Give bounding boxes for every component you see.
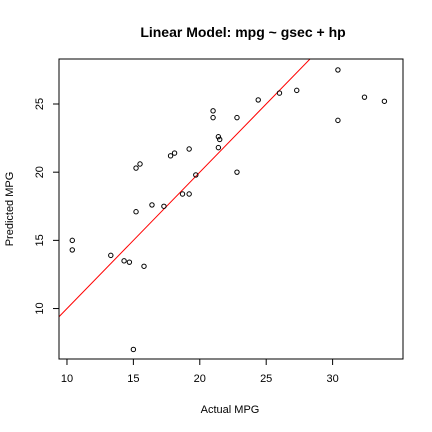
fit-line-layer (59, 59, 311, 318)
x-tick-label: 15 (127, 373, 139, 385)
data-point (126, 259, 133, 265)
data-point (234, 114, 240, 121)
y-axis: 10 15 20 25 (34, 98, 60, 315)
data-point (186, 191, 192, 197)
y-tick-label: 25 (34, 98, 46, 110)
data-point (193, 172, 199, 178)
data-point (234, 169, 240, 175)
data-point (69, 247, 75, 253)
x-axis: 10 15 20 25 30 (61, 358, 339, 385)
data-point (335, 117, 341, 124)
x-tick-label: 25 (260, 373, 272, 385)
data-point (133, 209, 139, 215)
x-tick-label: 30 (326, 373, 338, 385)
fit-line (59, 59, 311, 318)
x-tick-label: 10 (61, 373, 73, 385)
x-axis-label: Actual MPG (201, 404, 260, 416)
data-points (69, 67, 388, 353)
data-point (217, 136, 223, 143)
data-point (210, 108, 216, 114)
data-point (167, 153, 174, 159)
data-point (335, 67, 341, 73)
data-point (361, 94, 368, 100)
data-point (215, 144, 222, 151)
data-point (141, 263, 147, 269)
data-point (171, 150, 178, 156)
data-point (108, 252, 114, 259)
data-point (130, 346, 137, 353)
data-point (255, 97, 261, 103)
data-point (294, 87, 300, 94)
data-point (69, 237, 75, 244)
data-point (186, 146, 192, 152)
y-tick-label: 15 (34, 234, 46, 246)
chart-title: Linear Model: mpg ~ gsec + hp (140, 24, 345, 40)
data-point (276, 90, 283, 96)
y-tick-label: 10 (34, 302, 46, 314)
data-point (381, 98, 388, 104)
data-point (215, 134, 222, 140)
plot-frame (58, 58, 404, 360)
data-point (149, 202, 155, 208)
data-point (121, 258, 127, 264)
data-point (161, 203, 167, 209)
data-point (179, 191, 186, 197)
y-axis-label: Predicted MPG (4, 172, 16, 247)
data-point (133, 165, 139, 171)
x-tick-label: 20 (194, 373, 206, 385)
y-tick-label: 20 (34, 166, 46, 178)
data-point (210, 114, 216, 121)
data-point (137, 161, 143, 167)
